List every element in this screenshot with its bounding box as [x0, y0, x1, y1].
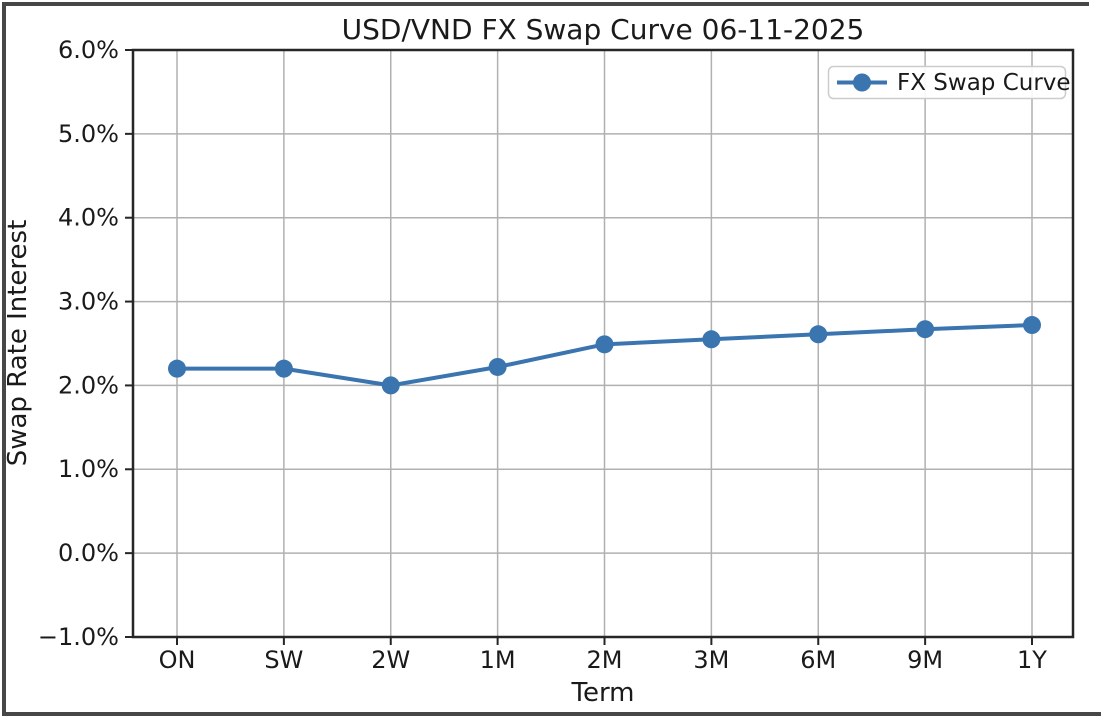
y-tick-label: 5.0%	[58, 120, 119, 148]
data-point-1M	[488, 357, 507, 376]
data-point-2W	[381, 376, 400, 395]
window-frame-left	[2, 2, 6, 716]
y-tick-label: −1.0%	[38, 623, 119, 651]
legend-marker-icon	[853, 73, 871, 92]
x-tick-labels: ON SW 2W 1M 2M 3M 6M 9M 1Y	[159, 646, 1048, 674]
y-tick-label: 1.0%	[58, 455, 119, 483]
axis-ticks	[125, 49, 1033, 645]
x-tick-label: 1M	[480, 646, 516, 674]
x-tick-label: SW	[264, 646, 303, 674]
window-frame-top	[2, 2, 1089, 6]
y-tick-label: 2.0%	[58, 371, 119, 399]
x-tick-label: ON	[159, 646, 196, 674]
y-axis-label: Swap Rate Interest	[3, 220, 33, 467]
y-tick-labels: 6.0% 5.0% 4.0% 3.0% 2.0% 1.0% 0.0% −1.0%	[38, 36, 119, 651]
legend-label: FX Swap Curve	[897, 70, 1071, 96]
series-group	[168, 316, 1041, 395]
data-point-1Y	[1023, 316, 1041, 335]
x-tick-label: 6M	[800, 646, 836, 674]
data-point-SW	[274, 359, 293, 378]
x-tick-label: 2M	[587, 646, 623, 674]
legend: FX Swap Curve	[827, 65, 1071, 100]
window-frame-bottom	[2, 712, 1101, 716]
data-point-6M	[809, 325, 828, 344]
legend-box	[827, 65, 1067, 100]
x-tick-label: 1Y	[1017, 646, 1047, 674]
y-tick-label: 0.0%	[58, 539, 119, 567]
axes-spines	[131, 48, 1075, 639]
y-tick-label: 6.0%	[58, 36, 119, 64]
axes-spines-group	[131, 48, 1075, 639]
x-tick-label: 3M	[693, 646, 729, 674]
y-tick-label: 4.0%	[58, 204, 119, 232]
x-tick-label: 9M	[907, 646, 943, 674]
chart-title: USD/VND FX Swap Curve 06-11-2025	[342, 13, 865, 46]
x-tick-label: 2W	[371, 646, 410, 674]
data-point-9M	[916, 320, 935, 339]
x-axis-label: Term	[570, 678, 634, 708]
data-point-2M	[595, 335, 614, 354]
y-tick-label: 3.0%	[58, 287, 119, 315]
data-point-3M	[702, 330, 721, 349]
data-point-ON	[168, 359, 186, 378]
